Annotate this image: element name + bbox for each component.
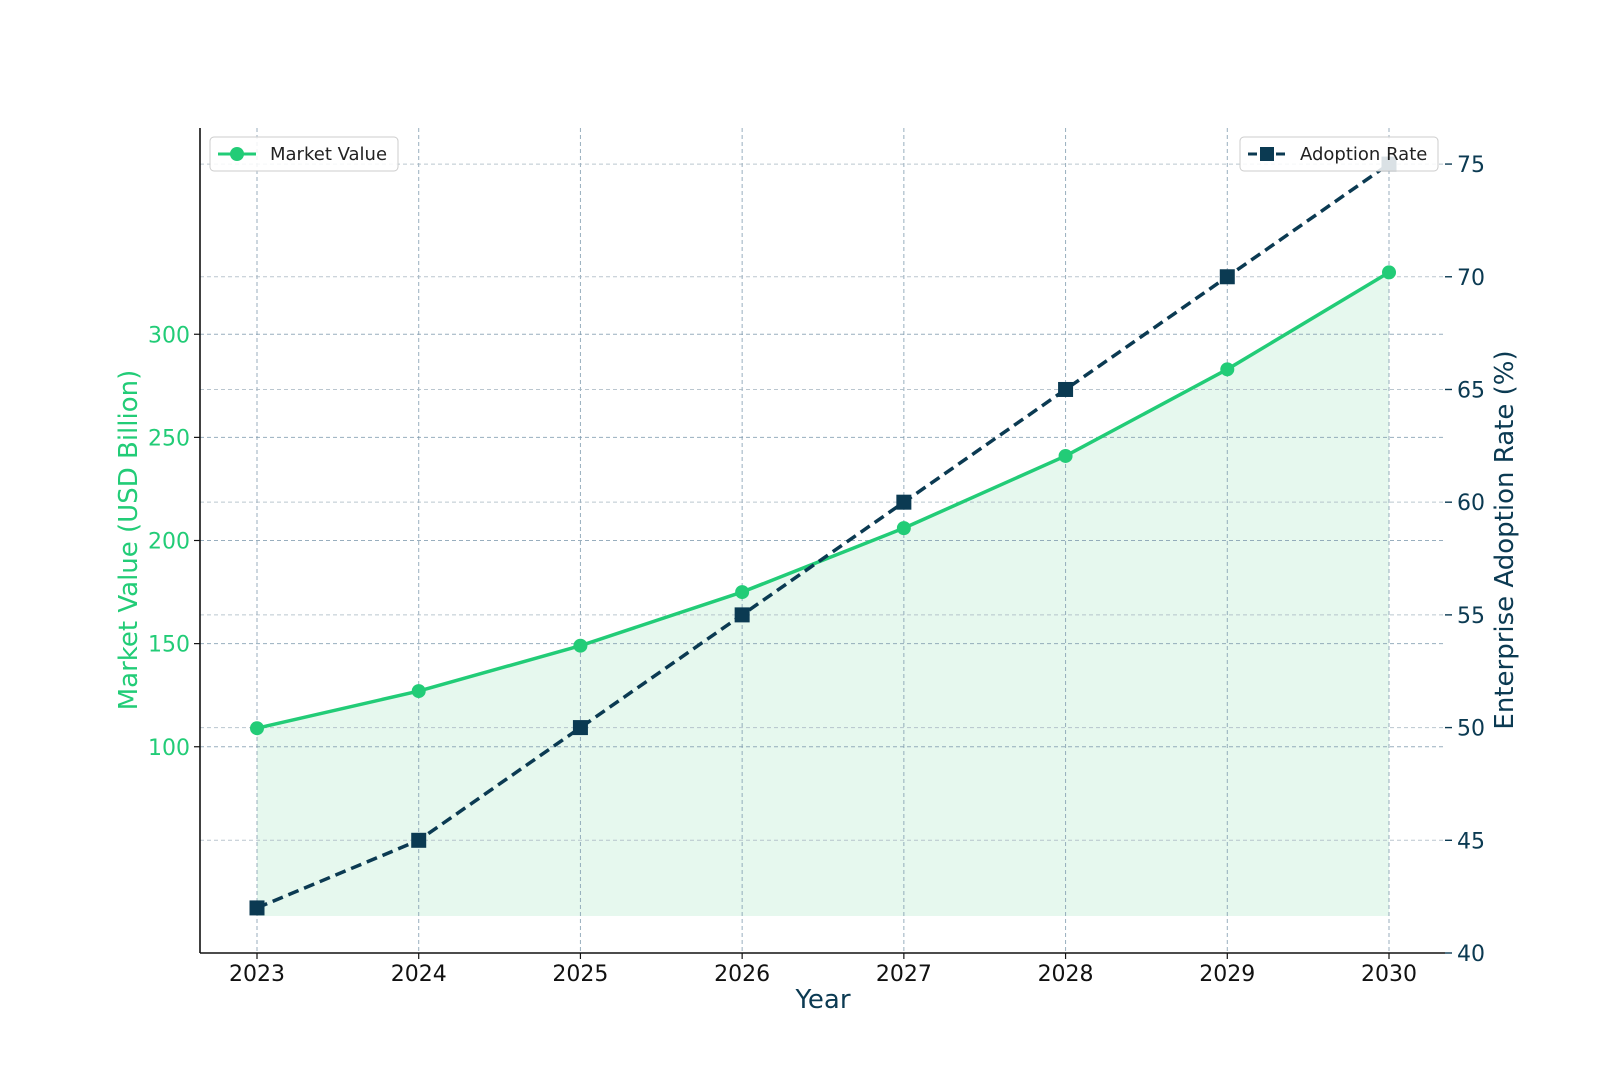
market-value-point-2026 [735,585,750,600]
y-left-tick-label-150: 150 [148,633,190,658]
y-right-tick-label-45: 45 [1457,829,1485,854]
y-left-tick-label-100: 100 [148,736,190,761]
legend-adoption-rate-label: Adoption Rate [1300,144,1427,165]
x-tick-label-2027: 2027 [876,962,932,987]
legend-market-value-box [209,136,399,172]
y-right-tick-label-55: 55 [1457,604,1485,629]
y-right-tick-label-60: 60 [1457,491,1485,516]
adoption-rate-point-2025 [572,720,588,736]
market-value-point-2029 [1220,362,1235,377]
legend-adoption-rate: Adoption Rate [1239,136,1439,172]
adoption-rate-point-2028 [1058,381,1074,397]
adoption-rate-point-2024 [411,832,427,848]
y-right-tick-label-70: 70 [1457,266,1485,291]
x-tick-label-2023: 2023 [229,962,285,987]
adoption-rate-point-2023 [249,900,265,916]
market-value-point-2023 [250,721,264,736]
market-value-point-2027 [896,521,911,536]
y-left-tick-label-200: 200 [148,530,190,555]
legend-market-value: Market Value [209,136,399,172]
legend-market-value-marker [230,147,244,161]
x-tick-label-2026: 2026 [714,962,770,987]
market-value-point-2024 [411,684,426,699]
adoption-rate-line [256,162,1391,910]
y-right-axis-title: Enterprise Adoption Rate (%) [1490,350,1520,729]
market-value-point-2030 [1382,265,1396,280]
adoption-rate-point-2029 [1219,269,1235,285]
y-left-tick-label-300: 300 [148,323,190,348]
ticks-group: 2023 2024 2025 2026 2027 2028 2029 2030 100 150 20… [148,153,1485,987]
market-value-point-2028 [1058,448,1073,463]
x-tick-label-2030: 2030 [1361,962,1417,987]
legend-adoption-rate-box [1239,136,1439,172]
x-tick-label-2029: 2029 [1199,962,1255,987]
y-right-tick-label-75: 75 [1457,153,1485,178]
y-right-tick-label-65: 65 [1457,378,1485,403]
x-tick-label-2025: 2025 [552,962,608,987]
y-left-tick-label-250: 250 [148,426,190,451]
y-left-axis-title: Market Value (USD Billion) [114,370,144,711]
legend-adoption-rate-marker [1260,147,1274,161]
market-value-area [257,272,1389,916]
x-tick-label-2024: 2024 [391,962,447,987]
adoption-rate-point-2026 [734,607,750,623]
x-tick-label-2028: 2028 [1038,962,1094,987]
area-fill-group [257,272,1389,916]
y-right-tick-label-50: 50 [1457,717,1485,742]
adoption-rate-point-2027 [896,494,912,510]
series-group [249,156,1397,916]
market-value-point-2025 [573,638,588,653]
legend-market-value-label: Market Value [270,144,387,165]
y-right-tick-label-40: 40 [1457,942,1485,967]
x-axis-title: Year [794,985,850,1015]
